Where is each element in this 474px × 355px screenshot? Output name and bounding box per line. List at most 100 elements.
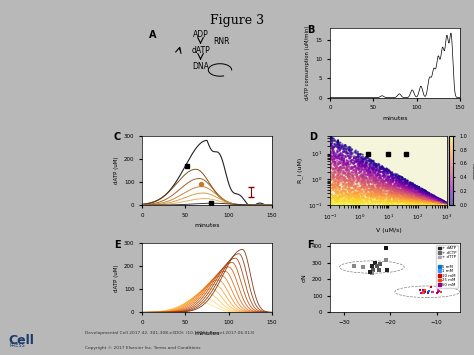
Point	[340, 146, 347, 152]
Point	[386, 198, 394, 204]
Point	[400, 195, 408, 201]
Point	[388, 180, 395, 185]
Point	[335, 197, 342, 203]
Point	[413, 184, 420, 190]
Point	[431, 195, 438, 201]
Point	[373, 161, 380, 167]
Point	[337, 164, 345, 170]
Point	[430, 199, 438, 205]
Point	[370, 178, 377, 183]
Point	[414, 193, 421, 199]
Point	[343, 196, 351, 202]
Point	[378, 164, 386, 170]
Point	[391, 190, 399, 196]
Point	[364, 185, 372, 190]
Point	[431, 201, 439, 207]
Point	[407, 184, 414, 190]
Point	[423, 190, 430, 196]
Point	[418, 195, 425, 200]
Point	[328, 174, 336, 180]
Point	[382, 178, 389, 184]
Point	[421, 189, 429, 194]
Point	[435, 202, 443, 207]
Point	[390, 172, 397, 178]
Point	[430, 198, 438, 203]
Point	[431, 197, 438, 202]
Point	[338, 191, 346, 197]
Point	[401, 186, 409, 192]
Point	[441, 200, 449, 206]
Point	[351, 163, 359, 169]
Point	[330, 196, 338, 201]
Point	[422, 189, 429, 194]
Point	[359, 173, 366, 179]
Point	[339, 185, 347, 191]
Point	[375, 185, 383, 191]
Point	[388, 180, 395, 186]
Point	[396, 196, 403, 202]
Point	[415, 187, 423, 192]
Point	[424, 197, 431, 203]
Point	[403, 198, 410, 203]
Point	[401, 180, 408, 185]
Point	[437, 199, 445, 205]
Point	[349, 196, 357, 202]
Point	[365, 191, 373, 197]
Point	[344, 166, 351, 171]
Point	[352, 185, 359, 191]
Point	[429, 201, 437, 207]
Point	[367, 172, 375, 178]
Point	[339, 157, 346, 163]
Point	[372, 190, 380, 196]
Point	[361, 181, 369, 186]
Point	[407, 187, 414, 192]
Point	[438, 198, 446, 204]
Point	[417, 192, 424, 197]
Point	[399, 189, 407, 195]
Point	[414, 199, 421, 205]
Point	[337, 168, 345, 174]
Point	[394, 200, 401, 206]
Point	[340, 199, 347, 204]
Point	[415, 197, 422, 203]
Point	[328, 177, 335, 183]
Point	[395, 200, 403, 205]
Point	[408, 191, 416, 196]
Point	[396, 178, 404, 183]
Point	[436, 196, 443, 202]
Point	[366, 188, 374, 193]
Point	[357, 160, 365, 166]
Point	[367, 185, 375, 191]
Point	[345, 188, 353, 193]
Point	[334, 162, 342, 167]
Point	[412, 192, 419, 197]
Point	[344, 160, 352, 166]
Point	[353, 180, 361, 186]
Point	[335, 139, 342, 145]
Point	[411, 191, 419, 197]
Point	[343, 166, 350, 172]
Point	[352, 198, 359, 204]
Point	[438, 198, 446, 203]
Point	[337, 155, 345, 160]
Point	[337, 194, 345, 200]
Point	[375, 172, 383, 178]
Point	[413, 185, 420, 191]
Point	[419, 192, 426, 198]
Point	[401, 195, 408, 201]
Point	[431, 201, 438, 207]
Point	[383, 185, 390, 191]
Point	[409, 196, 416, 202]
Point	[385, 182, 392, 188]
Point	[375, 180, 383, 186]
Point	[418, 190, 426, 196]
Point	[435, 198, 443, 204]
Point	[387, 195, 394, 201]
Point	[336, 194, 343, 200]
Point	[422, 190, 430, 196]
Point	[363, 160, 370, 166]
Point	[354, 178, 362, 184]
Point	[378, 187, 385, 193]
Point	[391, 193, 399, 199]
Point	[399, 176, 407, 182]
